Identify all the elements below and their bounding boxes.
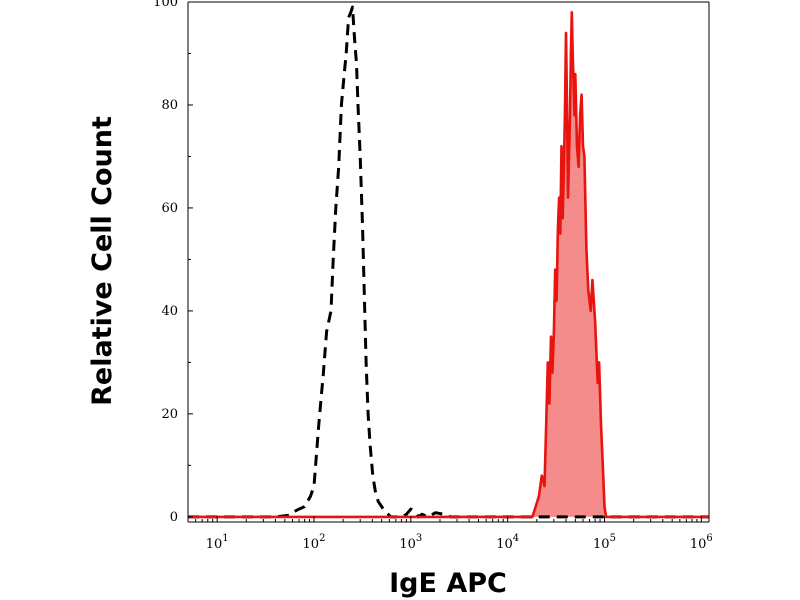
x-tick-label-0: 101 (206, 533, 229, 552)
line-layer (188, 5, 709, 519)
x-tick-label-1: 102 (303, 533, 326, 552)
series-2-line (188, 11, 709, 519)
y-tick-label-1: 20 (161, 407, 178, 422)
x-tick-label-4: 105 (593, 533, 616, 552)
x-tick-label-5: 106 (690, 533, 713, 552)
y-tick-label-5: 100 (153, 0, 178, 10)
series-2-area (188, 12, 709, 517)
y-tick-label-2: 40 (161, 304, 178, 319)
y-axis-title: Relative Cell Count (87, 116, 118, 406)
axes-layer (187, 1, 710, 523)
y-tick-label-4: 80 (161, 98, 178, 113)
x-axis-title: IgE APC (389, 568, 507, 599)
tick-layer: 0 20 40 60 80 100 101 102 103 104 105 106 (153, 0, 713, 552)
x-tick-label-3: 104 (496, 533, 519, 552)
series-1-line (188, 5, 709, 519)
x-tick-label-2: 103 (399, 533, 422, 552)
y-tick-label-0: 0 (170, 510, 178, 525)
y-tick-label-3: 60 (161, 201, 178, 216)
fill-layer (188, 12, 709, 517)
